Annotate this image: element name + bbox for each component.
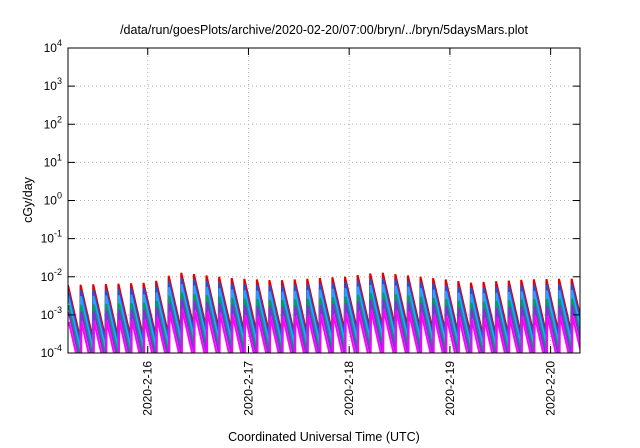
y-tick-label: 10-3 (41, 305, 62, 322)
y-tick-label: 104 (44, 38, 62, 55)
y-tick-label: 10-2 (41, 267, 62, 284)
x-axis-label: Coordinated Universal Time (UTC) (228, 430, 420, 444)
series-layer (68, 272, 580, 353)
x-tick-label: 2020-2-20 (544, 361, 558, 416)
y-tick-label: 102 (44, 114, 62, 131)
x-tick-label: 2020-2-17 (241, 361, 255, 416)
chart-title: /data/run/goesPlots/archive/2020-02-20/0… (120, 23, 528, 37)
x-tick-label: 2020-2-19 (443, 361, 457, 416)
y-axis-label: cGy/day (21, 176, 35, 223)
y-tick-label: 100 (44, 191, 62, 208)
y-tick-label: 10-1 (41, 229, 62, 246)
y-tick-label: 103 (44, 76, 62, 93)
x-tick-label: 2020-2-16 (141, 361, 155, 416)
series-line (68, 309, 580, 353)
x-tick-label: 2020-2-18 (342, 361, 356, 416)
y-tick-label: 10-4 (41, 343, 62, 360)
tick-layer: 10-4 10-3 10-2 10-1 100 101 102 103 104 2020-2-16… (41, 38, 580, 416)
y-tick-label: 101 (44, 152, 62, 169)
